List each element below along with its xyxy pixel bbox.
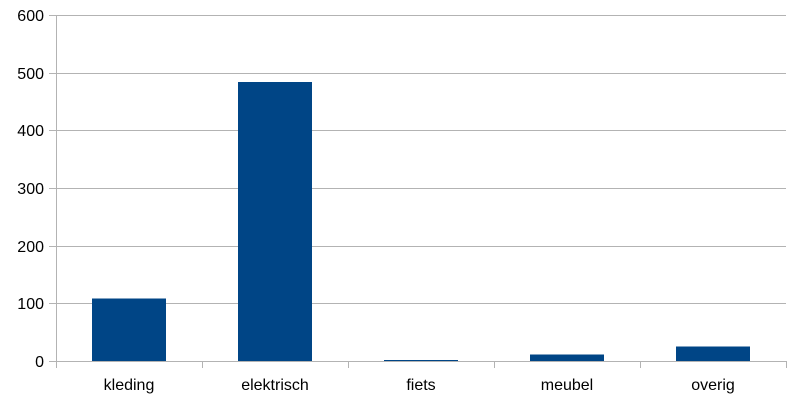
x-tick-label-elektrisch: elektrisch [241, 377, 309, 394]
x-tick-label-fiets: fiets [406, 377, 435, 394]
bar-meubel [530, 354, 604, 361]
y-tick-label-400: 400 [17, 123, 44, 140]
x-tick-labels: kleding elektrisch fiets meubel overig [104, 377, 735, 394]
y-tick-label-500: 500 [17, 66, 44, 83]
y-tick-label-100: 100 [17, 296, 44, 313]
axes [49, 15, 787, 368]
y-tick-label-600: 600 [17, 8, 44, 25]
y-tick-label-300: 300 [17, 181, 44, 198]
bar-fiets [384, 359, 458, 361]
y-tick-label-0: 0 [35, 354, 44, 371]
x-tick-label-kleding: kleding [104, 377, 155, 394]
bar-kleding [92, 298, 166, 361]
bars [92, 81, 750, 362]
x-tick-label-overig: overig [691, 377, 735, 394]
gridlines [49, 15, 786, 362]
x-tick-label-meubel: meubel [541, 377, 593, 394]
y-tick-label-200: 200 [17, 239, 44, 256]
bar-overig [676, 346, 750, 361]
bar-elektrisch [238, 81, 312, 362]
y-tick-labels: 0 100 200 300 400 500 600 [17, 8, 44, 371]
